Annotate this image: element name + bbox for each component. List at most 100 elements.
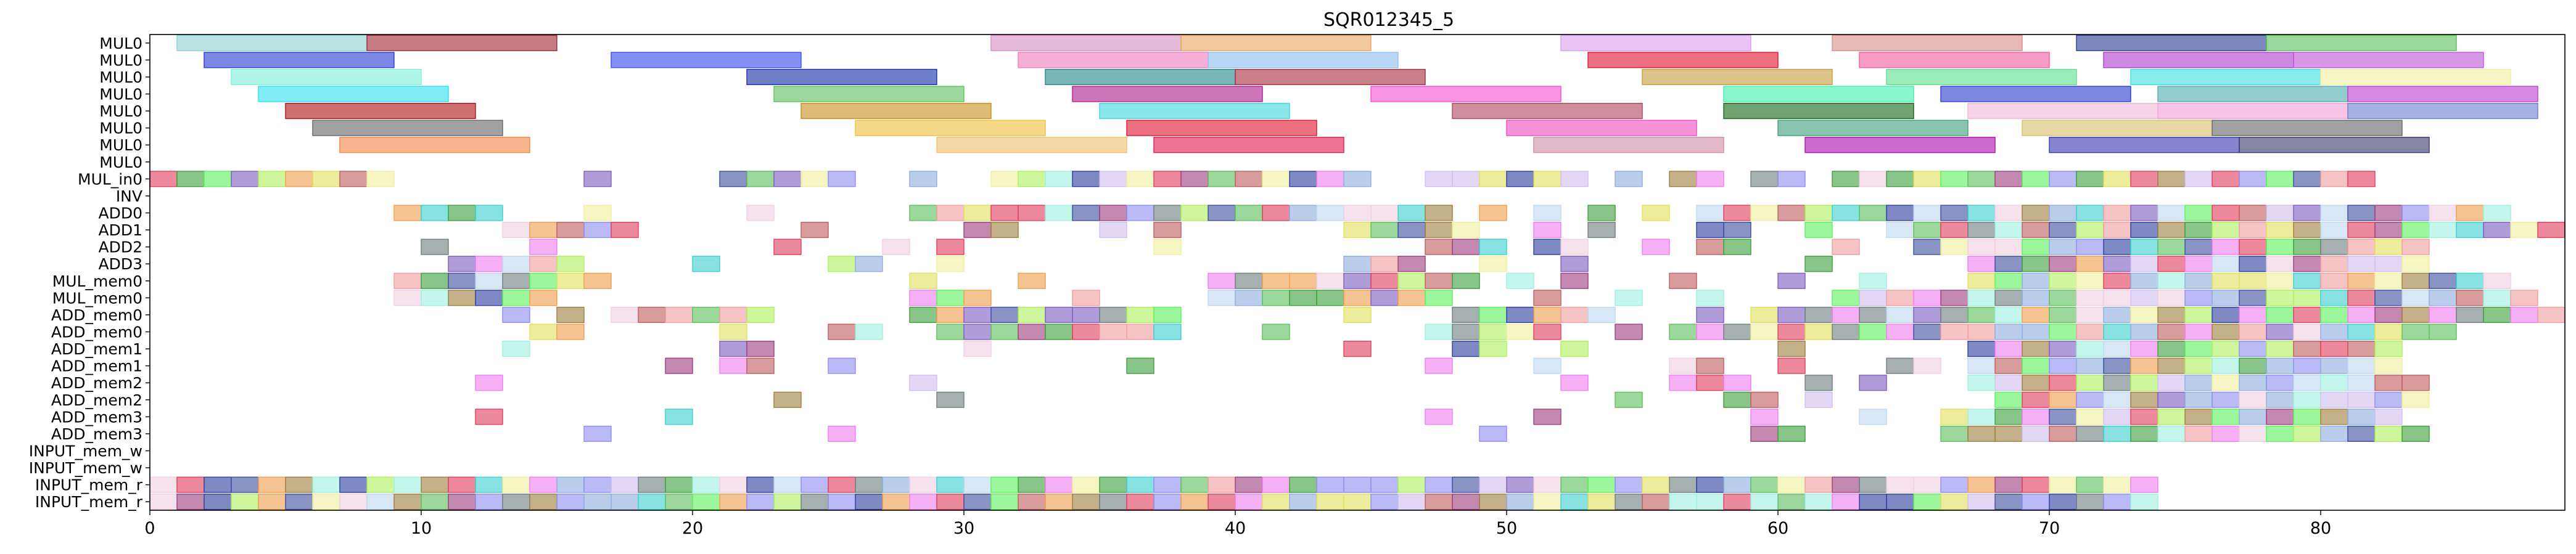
task-cell [963, 340, 992, 357]
task-cell [773, 476, 802, 493]
task-cell [1967, 256, 1996, 272]
task-cell [2374, 256, 2403, 272]
task-cell [2212, 306, 2240, 324]
task-cell [773, 391, 802, 408]
task-cell [529, 256, 558, 272]
task-cell [1696, 357, 1724, 374]
task-cell [2157, 221, 2186, 238]
task-cell [2483, 306, 2511, 324]
row-label: MUL0 [99, 68, 142, 86]
row-label: ADD_mem2 [51, 374, 142, 392]
task-cell [2374, 238, 2403, 255]
task-cell [1506, 324, 1534, 340]
task-cell [1425, 290, 1453, 306]
task-cell [2429, 324, 2457, 340]
task-cell [2103, 375, 2131, 391]
row-label: ADD_mem3 [51, 408, 142, 426]
task-cell [1804, 221, 1833, 238]
task-cell [828, 357, 856, 374]
task-cell [1289, 290, 1317, 306]
task-cell [258, 494, 286, 510]
task-bar [285, 102, 476, 120]
task-cell [1072, 324, 1100, 340]
task-bar [231, 68, 422, 86]
task-cell [2049, 391, 2077, 408]
task-bar [204, 52, 395, 68]
task-cell [2022, 476, 2050, 493]
task-cell [1967, 205, 1996, 221]
task-cell [1397, 205, 1426, 221]
task-cell [1316, 205, 1344, 221]
task-cell [1967, 306, 1996, 324]
task-bar [2266, 35, 2457, 51]
task-cell [2022, 494, 2050, 510]
task-cell [2157, 340, 2186, 357]
task-cell [800, 476, 829, 493]
task-cell [638, 476, 666, 493]
task-cell [936, 391, 965, 408]
task-cell [2022, 290, 2050, 306]
task-cell [1913, 171, 1941, 187]
task-cell [1262, 290, 1290, 306]
task-cell [583, 205, 612, 221]
task-cell [1533, 494, 1562, 510]
task-cell [2266, 375, 2294, 391]
task-cell [963, 290, 992, 306]
task-cell [448, 205, 476, 221]
task-cell [2537, 306, 2566, 324]
task-cell [611, 494, 639, 510]
task-bar [2239, 137, 2430, 153]
task-cell [583, 476, 612, 493]
task-cell [1994, 476, 2023, 493]
task-cell [2293, 221, 2321, 238]
task-cell [2022, 375, 2050, 391]
task-cell [2374, 425, 2403, 442]
task-cell [393, 205, 422, 221]
task-cell [1235, 205, 1263, 221]
task-cell [1045, 205, 1073, 221]
task-cell [1262, 494, 1290, 510]
task-cell [1615, 171, 1643, 187]
task-cell [204, 494, 232, 510]
task-cell [936, 476, 965, 493]
task-cell [638, 494, 666, 510]
row-labels: MUL0MUL0MUL0MUL0MUL0MUL0MUL0MUL0MUL_in0I… [29, 35, 150, 511]
task-cell [2266, 171, 2294, 187]
task-cell [1560, 171, 1589, 187]
task-cell [2483, 272, 2511, 289]
task-cell [1506, 476, 1534, 493]
task-bar [1560, 35, 1751, 51]
task-cell [773, 238, 802, 255]
task-cell [2320, 425, 2348, 442]
task-cell [1452, 238, 1480, 255]
task-cell [1018, 476, 1046, 493]
task-cell [1533, 290, 1562, 306]
task-cell [2184, 425, 2213, 442]
task-cell [2320, 256, 2348, 272]
task-cell [746, 476, 775, 493]
x-tick-label: 80 [2310, 519, 2331, 538]
task-cell [1560, 256, 1589, 272]
task-cell [1750, 324, 1779, 340]
task-cell [1913, 238, 1941, 255]
task-cell [2184, 391, 2213, 408]
task-cell [393, 290, 422, 306]
task-cell [2076, 425, 2104, 442]
task-bar [1370, 86, 1562, 102]
task-cell [1696, 375, 1724, 391]
task-cell [1180, 494, 1209, 510]
task-cell [2239, 425, 2267, 442]
task-cell [2049, 256, 2077, 272]
task-cell [339, 171, 368, 187]
task-cell [149, 476, 178, 493]
task-cell [2266, 324, 2294, 340]
task-cell [1370, 494, 1399, 510]
task-cell [2320, 290, 2348, 306]
row-label: MUL_mem0 [52, 289, 142, 307]
x-tick-label: 30 [953, 519, 974, 538]
task-cell [421, 476, 449, 493]
task-cell [2103, 205, 2131, 221]
task-cell [2239, 409, 2267, 425]
task-cell [1208, 290, 1236, 306]
task-cell [475, 375, 503, 391]
